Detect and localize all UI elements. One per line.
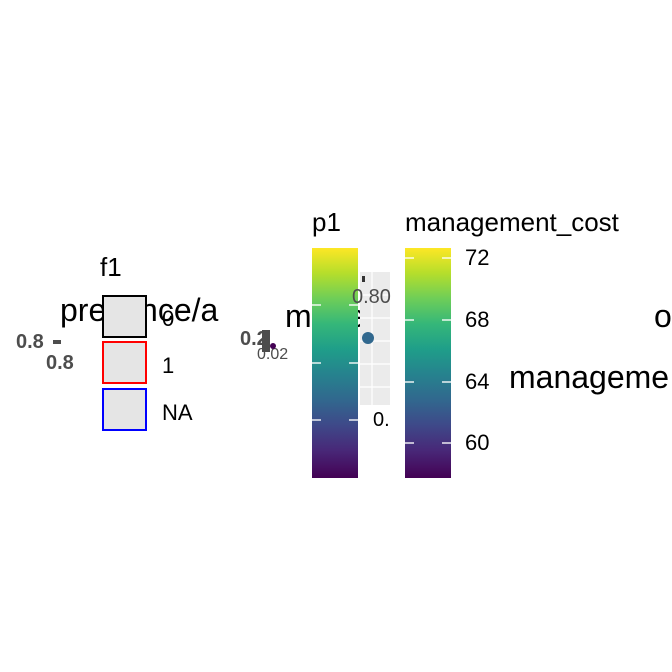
legend-label-na: NA xyxy=(162,400,193,425)
edge-o-label: o xyxy=(654,298,672,334)
legend-label-1: 1 xyxy=(162,353,175,378)
cost-tick-72: 72 xyxy=(465,245,490,270)
colorbar-cost-bar xyxy=(405,248,451,478)
management-axis-label: manageme xyxy=(509,359,670,395)
cost-tick-64: 64 xyxy=(465,369,490,394)
legend-cost-title: management_cost xyxy=(405,207,619,237)
data-point xyxy=(362,332,374,344)
left-tick-fragment-b: 0.8 xyxy=(46,352,74,374)
legend-p1-title: p1 xyxy=(312,207,341,237)
legend-label-0: 0 xyxy=(162,306,175,331)
cost-tick-60: 60 xyxy=(465,430,490,455)
inner-top-tick: 0.80 xyxy=(352,286,391,308)
legend-swatch-na xyxy=(102,388,147,431)
legend-f1-title: f1 xyxy=(100,252,122,282)
cost-tick-68: 68 xyxy=(465,307,490,332)
legend-swatch-1 xyxy=(102,341,147,384)
mid-tick-fragment: 0.2 xyxy=(240,328,268,350)
inner-bottom-tick: 0. xyxy=(373,409,390,431)
legend-swatch-0 xyxy=(102,295,147,338)
left-tick-fragment-a: 0.8 xyxy=(16,331,44,353)
